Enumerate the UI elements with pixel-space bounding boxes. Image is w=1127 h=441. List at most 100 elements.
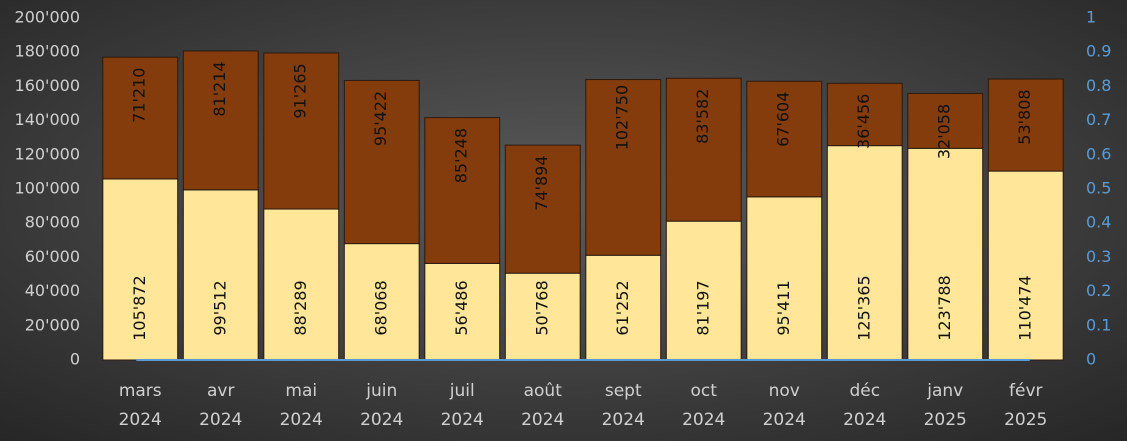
x-tick-label-line: déc [849, 381, 880, 401]
value-label: 61'252 [613, 280, 632, 335]
y-tick-label: 100'000 [15, 179, 80, 198]
x-tick-label-line: janv [926, 381, 963, 401]
value-label: 125'365 [854, 275, 873, 340]
bar-segment [987, 78, 1064, 172]
value-label: 68'068 [371, 280, 390, 335]
x-tick-label-line: 2024 [682, 410, 725, 430]
x-tick-label-line: 2024 [280, 410, 323, 430]
x-tick-label-line: 2025 [1004, 410, 1047, 430]
y2-tick-label: 0.6 [1086, 144, 1111, 163]
bar-segment [987, 170, 1064, 361]
bar-segment [826, 145, 903, 361]
y-tick-label: 60'000 [25, 247, 80, 266]
value-label: 88'289 [291, 280, 310, 335]
value-label: 83'582 [693, 89, 712, 144]
value-label: 50'768 [532, 280, 551, 335]
value-label: 99'512 [210, 280, 229, 335]
x-tick-label-line: nov [769, 381, 800, 401]
bar-segment [665, 220, 742, 361]
value-label: 71'210 [130, 68, 149, 123]
bar-segment [665, 77, 742, 222]
x-tick-label: juil 2024 [441, 381, 484, 430]
y-tick-label: 40'000 [25, 281, 80, 300]
value-label: 91'265 [291, 63, 310, 118]
value-label: 85'248 [452, 128, 471, 183]
x-tick-label: févr 2025 [1004, 381, 1047, 430]
bar-segment [343, 79, 420, 245]
bar-segment [907, 147, 984, 361]
value-label: 36'456 [854, 94, 873, 149]
x-tick-label-line: 2024 [602, 410, 645, 430]
x-tick-label: août 2024 [521, 381, 564, 430]
value-label: 123'788 [935, 275, 954, 340]
bar-segment [504, 144, 581, 274]
y2-tick-label: 0.5 [1086, 179, 1111, 198]
y-tick-label: 80'000 [25, 213, 80, 232]
bar-segment [263, 52, 340, 210]
bar-segment [504, 272, 581, 361]
x-tick-label-line: 2024 [521, 410, 564, 430]
y-tick-label: 0 [70, 350, 80, 369]
value-label: 32'058 [935, 104, 954, 159]
bar-segment [826, 82, 903, 147]
y-tick-label: 120'000 [15, 144, 80, 163]
x-tick-label: oct 2024 [682, 381, 725, 430]
x-tick-label-line: juin [365, 381, 397, 401]
value-label: 53'808 [1015, 89, 1034, 144]
y2-tick-label: 0.2 [1086, 281, 1111, 300]
x-tick-label-line: 2025 [924, 410, 967, 430]
bar-segment [424, 262, 501, 361]
value-label: 67'604 [774, 92, 793, 147]
bar-segment [746, 80, 823, 198]
bar-segment [102, 178, 179, 361]
value-label: 105'872 [130, 275, 149, 340]
x-tick-label: mai 2024 [280, 381, 323, 430]
y2-tick-label: 0.9 [1086, 42, 1111, 61]
bar-segment [907, 93, 984, 149]
x-tick-label: avr 2024 [199, 381, 242, 430]
y2-tick-label: 0.1 [1086, 315, 1111, 334]
x-tick-label-line: mars [119, 381, 162, 401]
x-tick-label-line: avr [207, 381, 234, 401]
y-tick-label: 160'000 [15, 76, 80, 95]
y-tick-label: 180'000 [15, 42, 80, 61]
x-tick-label: déc 2024 [843, 381, 886, 430]
value-label: 81'197 [693, 280, 712, 335]
x-tick-label: sept 2024 [602, 381, 645, 430]
x-tick-label-line: 2024 [360, 410, 403, 430]
x-tick-label: nov 2024 [763, 381, 806, 430]
bar-segment [182, 189, 259, 361]
x-tick-label: juin 2024 [360, 381, 403, 430]
value-label: 95'422 [371, 91, 390, 146]
x-tick-label: mars 2024 [119, 381, 162, 430]
value-label: 95'411 [774, 280, 793, 335]
x-tick-label-line: août [524, 381, 563, 401]
bar-segment [263, 208, 340, 361]
x-tick-label: janv 2025 [924, 381, 967, 430]
y2-tick-label: 0 [1086, 350, 1096, 369]
x-tick-label-line: sept [605, 381, 642, 401]
bar-segment [585, 254, 662, 361]
y-tick-label: 200'000 [15, 8, 80, 27]
x-tick-label-line: 2024 [843, 410, 886, 430]
x-tick-label-line: févr [1009, 381, 1043, 401]
x-tick-label-line: 2024 [199, 410, 242, 430]
x-tick-label-line: mai [285, 381, 317, 401]
bar-segment [102, 56, 179, 180]
bar-segment [585, 79, 662, 256]
value-label: 81'214 [210, 61, 229, 116]
y2-tick-label: 0.8 [1086, 76, 1111, 95]
y2-tick-label: 0.3 [1086, 247, 1111, 266]
y-tick-label: 140'000 [15, 110, 80, 129]
value-label: 74'894 [532, 155, 551, 210]
y2-tick-label: 0.7 [1086, 110, 1111, 129]
value-label: 56'486 [452, 280, 471, 335]
bar-segment [182, 50, 259, 191]
y2-tick-label: 0.4 [1086, 213, 1111, 232]
y-tick-label: 20'000 [25, 315, 80, 334]
x-tick-label-line: 2024 [119, 410, 162, 430]
x-tick-label-line: oct [691, 381, 718, 401]
value-label: 102'750 [613, 85, 632, 150]
x-tick-label-line: 2024 [763, 410, 806, 430]
